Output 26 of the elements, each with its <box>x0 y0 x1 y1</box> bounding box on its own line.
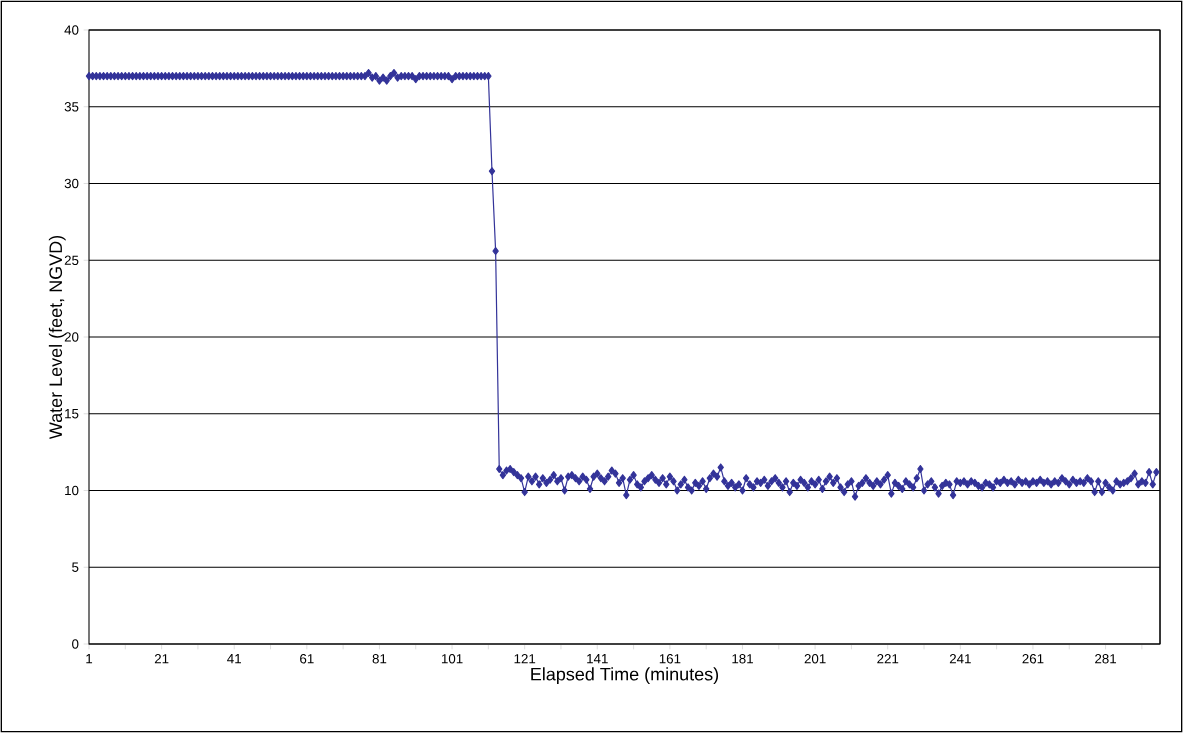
x-tick-label: 121 <box>514 654 536 664</box>
y-tick-label: 0 <box>72 639 79 649</box>
y-tick-label: 25 <box>64 255 79 265</box>
x-tick-label: 161 <box>659 654 681 664</box>
x-tick-label: 181 <box>732 654 753 664</box>
x-tick-label: 281 <box>1095 654 1117 664</box>
x-axis-title: Elapsed Time (minutes) <box>531 667 719 685</box>
x-tick-label: 241 <box>949 654 971 664</box>
x-tick-label: 41 <box>227 654 241 664</box>
y-tick-label: 10 <box>65 485 79 496</box>
x-tick-label: 21 <box>154 654 169 664</box>
x-tick-label: 101 <box>441 654 463 664</box>
x-tick-label: 201 <box>804 654 826 664</box>
y-tick-label: 35 <box>64 102 79 112</box>
x-tick-label: 1 <box>86 654 93 664</box>
y-tick-label: 5 <box>72 562 79 572</box>
x-tick-label: 61 <box>300 654 314 664</box>
y-tick-label: 15 <box>65 409 79 419</box>
y-axis-title: Water Level (feet, NGVD) <box>48 235 66 440</box>
x-tick-label: 81 <box>372 654 387 664</box>
y-tick-label: 30 <box>64 178 79 189</box>
x-tick-label: 141 <box>587 654 608 664</box>
y-tick-label: 40 <box>64 25 79 35</box>
x-tick-label: 261 <box>1022 654 1044 664</box>
y-tick-label: 20 <box>64 332 79 342</box>
x-tick-label: 221 <box>877 654 899 664</box>
